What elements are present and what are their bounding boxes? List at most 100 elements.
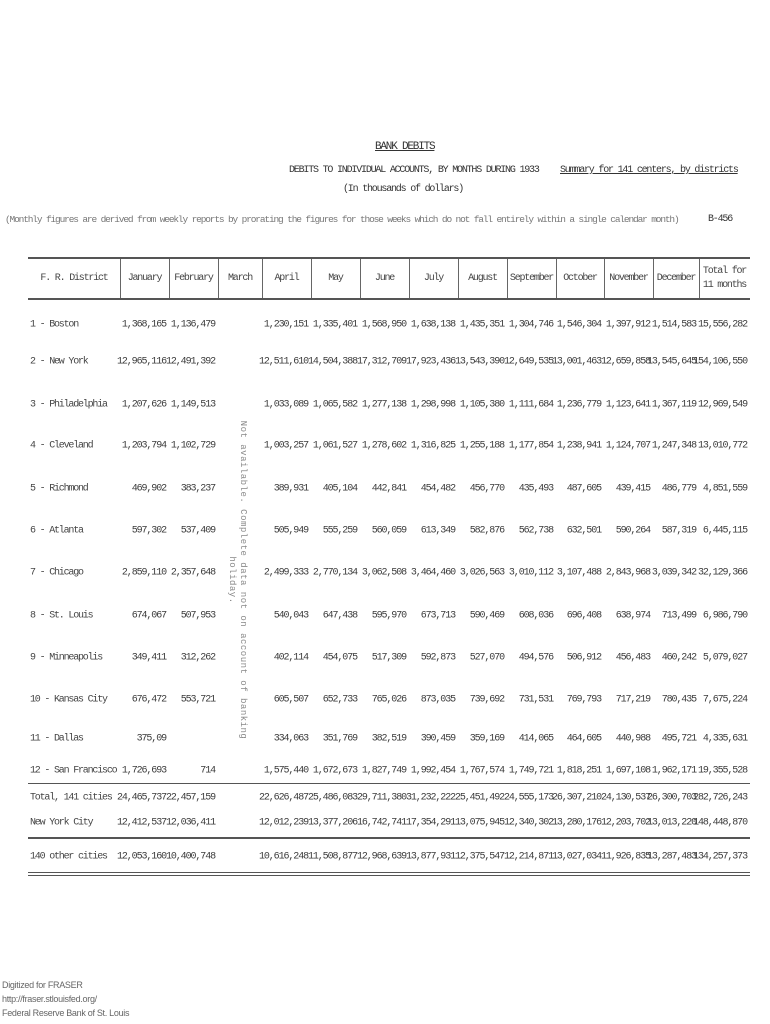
table-cell: 282,726,243 — [693, 792, 748, 804]
table-cell: 2,843,968 — [605, 567, 651, 579]
table-cell: 1,136,479 — [170, 319, 216, 331]
table-cell: 12,491,392 — [165, 356, 216, 368]
table-cell: 454,075 — [322, 652, 358, 664]
table-cell: 780,435 — [661, 694, 697, 706]
table-cell: 10,400,748 — [165, 851, 216, 863]
methodology-note: (Monthly figures are derived from weekly… — [5, 214, 680, 225]
table-cell: 505,949 — [273, 525, 309, 537]
table-cell: 312,262 — [180, 652, 216, 664]
column-divider — [653, 259, 654, 298]
table-cell: 440,988 — [615, 733, 651, 745]
table-cell: 1,672,673 — [312, 765, 358, 777]
column-header: February — [174, 273, 214, 284]
table-cell: 1,638,138 — [410, 319, 456, 331]
table-cell: 673,713 — [420, 610, 456, 622]
table-cell: 1,298,998 — [410, 399, 456, 411]
footer-url[interactable]: http://fraser.stlouisfed.org/ — [2, 994, 97, 1004]
table-cell: 12,214,871 — [503, 851, 554, 863]
table-cell: 13,877,931 — [405, 851, 456, 863]
table-cell: 439,415 — [615, 483, 651, 495]
column-divider — [409, 259, 410, 298]
table-cell: 1,435,351 — [459, 319, 505, 331]
table-cell: 608,036 — [518, 610, 554, 622]
table-cell: 1,033,089 — [263, 399, 309, 411]
district-label: 12 - San Francisco — [30, 765, 118, 777]
table-cell: 442,841 — [371, 483, 407, 495]
table-cell: 12,649,535 — [503, 356, 554, 368]
table-cell: 1,726,693 — [121, 765, 167, 777]
table-cell: 1,230,151 — [263, 319, 309, 331]
table-cell: 3,039,342 — [651, 567, 697, 579]
table-cell: 1,277,138 — [361, 399, 407, 411]
table-cell: 1,177,854 — [508, 440, 554, 452]
table-cell: 595,970 — [371, 610, 407, 622]
table-cell: 334,063 — [273, 733, 309, 745]
document-subtitle: DEBITS TO INDIVIDUAL ACCOUNTS, BY MONTHS… — [289, 165, 540, 176]
header-top-rule — [28, 257, 750, 259]
table-cell: 1,207,626 — [121, 399, 167, 411]
table-cell: 16,742,741 — [356, 817, 407, 829]
column-header: January — [127, 273, 163, 284]
column-header: Total for 11 months — [702, 266, 747, 291]
table-cell: 5,079,027 — [702, 652, 748, 664]
table-cell: 359,169 — [469, 733, 505, 745]
table-cell: 487,605 — [566, 483, 602, 495]
table-cell: 456,770 — [469, 483, 505, 495]
table-cell: 12,965,116 — [116, 356, 167, 368]
table-cell: 1,102,729 — [170, 440, 216, 452]
table-cell: 1,238,941 — [556, 440, 602, 452]
table-cell: 469,902 — [131, 483, 167, 495]
table-cell: 13,280,176 — [551, 817, 602, 829]
table-cell: 1,203,794 — [121, 440, 167, 452]
column-header: October — [563, 273, 598, 284]
district-label: 7 - Chicago — [30, 567, 84, 579]
table-bottom-rule-1 — [28, 872, 750, 873]
table-cell: 22,457,159 — [165, 792, 216, 804]
table-cell: 582,876 — [469, 525, 505, 537]
column-header: April — [274, 273, 299, 284]
table-cell: 13,013,220 — [646, 817, 697, 829]
table-cell: 351,769 — [322, 733, 358, 745]
table-cell: 731,531 — [518, 694, 554, 706]
table-cell: 553,721 — [180, 694, 216, 706]
district-label: 4 - Cleveland — [30, 440, 94, 452]
table-cell: 1,065,582 — [312, 399, 358, 411]
table-cell: 1,992,454 — [410, 765, 456, 777]
table-cell: 765,026 — [371, 694, 407, 706]
table-cell: 1,003,257 — [263, 440, 309, 452]
header-bottom-rule — [28, 298, 750, 300]
table-cell: 382,519 — [371, 733, 407, 745]
table-cell: 1,767,574 — [459, 765, 505, 777]
table-cell: 1,827,749 — [361, 765, 407, 777]
column-header: June — [374, 273, 395, 284]
table-cell: 12,969,549 — [697, 399, 748, 411]
table-cell: 540,043 — [273, 610, 309, 622]
column-header: F. R. District — [40, 273, 108, 284]
table-cell: 11,508,877 — [307, 851, 358, 863]
table-cell: 375,09 — [136, 733, 168, 745]
column-divider — [311, 259, 312, 298]
table-cell: 613,349 — [420, 525, 456, 537]
column-divider — [218, 259, 219, 298]
table-cell: 1,124,707 — [605, 440, 651, 452]
table-cell: 24,130,537 — [600, 792, 651, 804]
table-cell: 1,749,721 — [508, 765, 554, 777]
table-cell: 2,357,648 — [170, 567, 216, 579]
table-cell: 29,711,380 — [356, 792, 407, 804]
units-caption: (In thousands of dollars) — [343, 184, 464, 195]
column-divider — [604, 259, 605, 298]
table-cell: 638,974 — [615, 610, 651, 622]
table-cell: 739,692 — [469, 694, 505, 706]
table-cell: 12,012,239 — [258, 817, 309, 829]
table-cell: 25,451,492 — [454, 792, 505, 804]
table-cell: 22,626,487 — [258, 792, 309, 804]
table-cell: 3,107,488 — [556, 567, 602, 579]
column-divider — [458, 259, 459, 298]
table-cell: 17,354,291 — [405, 817, 456, 829]
table-cell: 590,469 — [469, 610, 505, 622]
summary-caption: Summary for 141 centers, by districts — [560, 165, 739, 176]
table-cell: 1,061,527 — [312, 440, 358, 452]
table-cell: 517,309 — [371, 652, 407, 664]
column-header: December — [656, 273, 697, 284]
table-cell: 6,445,115 — [702, 525, 748, 537]
